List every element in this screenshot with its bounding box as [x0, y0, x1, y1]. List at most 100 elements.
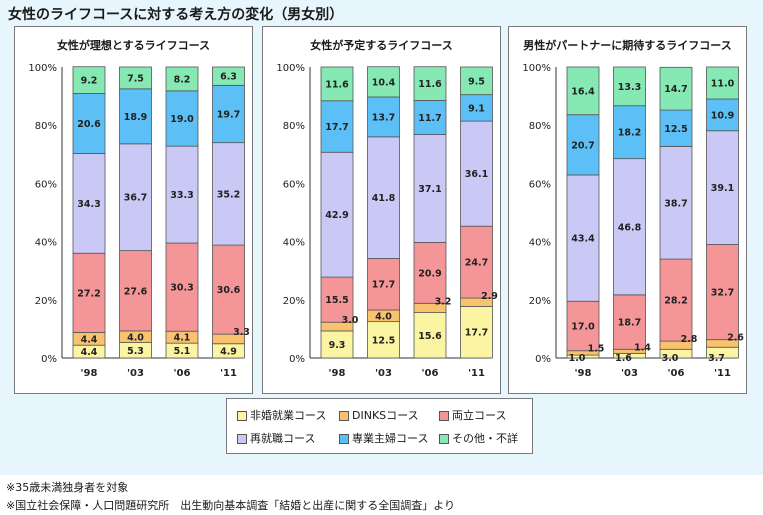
- chart-panel-2: 女性が予定するライフコース 0% 20% 40% 60% 80% 100% 9.3 3.0 15…: [262, 26, 501, 394]
- data-label: 19.0: [170, 114, 194, 125]
- legend-swatch-6: [439, 434, 449, 444]
- chart-title-3: 男性がパートナーに期待するライフコース: [523, 39, 732, 52]
- page-title: 女性のライフコースに対する考え方の変化（男女別）: [8, 7, 344, 23]
- y-tick-label: 0%: [535, 354, 551, 365]
- data-label: 46.8: [618, 222, 642, 233]
- x-tick-label: '06: [422, 368, 439, 379]
- data-label: 34.3: [77, 199, 100, 210]
- data-label: 30.6: [217, 285, 241, 296]
- data-label: 20.7: [571, 140, 594, 151]
- chart-svg-2: 0% 20% 40% 60% 80% 100% 9.3 3.0 15.5 42.9 17.7 11.6…: [276, 63, 498, 379]
- bar-segment: [119, 143, 152, 252]
- legend-item-5: 専業主婦コース: [339, 430, 428, 446]
- chart-panel-1: 女性が理想とするライフコース 0% 20% 40% 60% 80% 100% 4.4 4.4 2…: [14, 26, 253, 394]
- legend-swatch-4: [237, 434, 247, 444]
- data-label: 11.6: [418, 79, 442, 90]
- bar-segment: [460, 66, 493, 96]
- data-label: 5.1: [174, 346, 191, 357]
- data-label: 27.6: [124, 286, 148, 297]
- data-label: 41.8: [372, 193, 396, 204]
- data-label: 27.2: [77, 288, 100, 299]
- bar-segment: [320, 330, 354, 359]
- data-label: 32.7: [711, 288, 734, 299]
- data-label: 20.6: [77, 119, 101, 130]
- bar-segment: [320, 151, 354, 278]
- bar-segment: [613, 105, 646, 160]
- bar-segment: [460, 306, 493, 359]
- data-label: 1.4: [634, 342, 651, 353]
- data-label: 1.6: [615, 353, 632, 364]
- data-label: 7.5: [127, 73, 144, 84]
- y-tick-label: 20%: [529, 296, 551, 307]
- data-label: 11.7: [418, 113, 441, 124]
- data-label: 38.7: [664, 198, 687, 209]
- bar-segment: [413, 242, 447, 304]
- data-label: 11.0: [711, 79, 735, 90]
- data-label: 19.7: [217, 109, 240, 120]
- note-2: ※国立社会保障・人口問題研究所 出生動向基本調査「結婚と出産に関する全国調査」よ…: [6, 499, 455, 512]
- legend: 非婚就業コース DINKSコース 両立コース 再就職コース 専業主婦コース その…: [226, 398, 533, 454]
- bar-segment: [413, 66, 447, 101]
- data-label: 3.7: [708, 353, 725, 364]
- data-label: 9.5: [468, 76, 485, 87]
- x-tick-label: '06: [668, 368, 685, 379]
- bar-segment: [413, 134, 447, 243]
- bar-segment: [706, 98, 739, 132]
- chart-panel-3: 男性がパートナーに期待するライフコース 0% 20% 40% 60% 80% 100% 1.…: [508, 26, 747, 394]
- chart-svg-1: 0% 20% 40% 60% 80% 100% 4.4 4.4 27.2 34.3 20.6 9.2 '…: [28, 63, 250, 379]
- legend-item-1: 非婚就業コース: [237, 407, 326, 423]
- bar-segment: [212, 142, 245, 246]
- bar-segment: [119, 66, 152, 90]
- bar-segment: [72, 153, 106, 254]
- data-label: 30.3: [170, 283, 193, 294]
- data-label: 2.6: [727, 333, 744, 344]
- bar-segment: [706, 244, 739, 341]
- data-label: 10.9: [711, 110, 734, 121]
- data-label: 2.9: [481, 291, 498, 302]
- bar-segment: [613, 294, 646, 350]
- data-label: 5.3: [127, 346, 144, 357]
- bar-segment: [320, 276, 354, 323]
- bar-segment: [119, 250, 152, 332]
- data-label: 18.9: [124, 112, 147, 123]
- data-label: 18.7: [618, 318, 641, 329]
- bar-segment: [165, 66, 199, 92]
- legend-label-5: 専業主婦コース: [352, 432, 429, 445]
- data-label: 28.2: [664, 296, 687, 307]
- data-label: 4.0: [375, 311, 392, 322]
- chart-frame: 女性のライフコースに対する考え方の変化（男女別） 女性が理想とするライフコース …: [0, 0, 763, 475]
- bar-segment: [72, 93, 106, 154]
- bar-segment: [659, 66, 693, 111]
- y-tick-label: 80%: [529, 121, 551, 132]
- legend-swatch-1: [237, 411, 247, 421]
- y-tick-label: 40%: [35, 238, 57, 249]
- legend-item-2: DINKSコース: [339, 407, 419, 423]
- bar-segment: [706, 130, 739, 245]
- bar-segment: [659, 146, 693, 260]
- bar-segment: [367, 136, 400, 259]
- x-tick-label: '03: [375, 368, 392, 379]
- bar-segment: [320, 100, 354, 153]
- bar-segment: [460, 120, 493, 227]
- y-tick-label: 20%: [35, 296, 57, 307]
- x-tick-label: '98: [329, 368, 346, 379]
- y-tick-label: 60%: [529, 179, 551, 190]
- y-tick-label: 100%: [276, 63, 305, 74]
- data-label: 42.9: [325, 210, 348, 221]
- data-label: 43.4: [571, 234, 595, 245]
- data-label: 33.3: [170, 190, 193, 201]
- data-label: 4.4: [81, 347, 98, 358]
- bar-segment: [566, 114, 600, 176]
- bar-segment: [659, 258, 693, 342]
- data-label: 4.4: [81, 334, 98, 345]
- x-tick-label: '03: [621, 368, 638, 379]
- y-tick-label: 40%: [529, 238, 551, 249]
- bar-segment: [212, 66, 245, 86]
- data-label: 17.7: [372, 280, 395, 291]
- bar-segment: [613, 158, 646, 296]
- data-label: 9.1: [468, 103, 485, 114]
- data-label: 3.0: [662, 353, 679, 364]
- data-label: 15.6: [418, 331, 442, 342]
- y-tick-label: 60%: [35, 179, 57, 190]
- legend-swatch-5: [339, 434, 349, 444]
